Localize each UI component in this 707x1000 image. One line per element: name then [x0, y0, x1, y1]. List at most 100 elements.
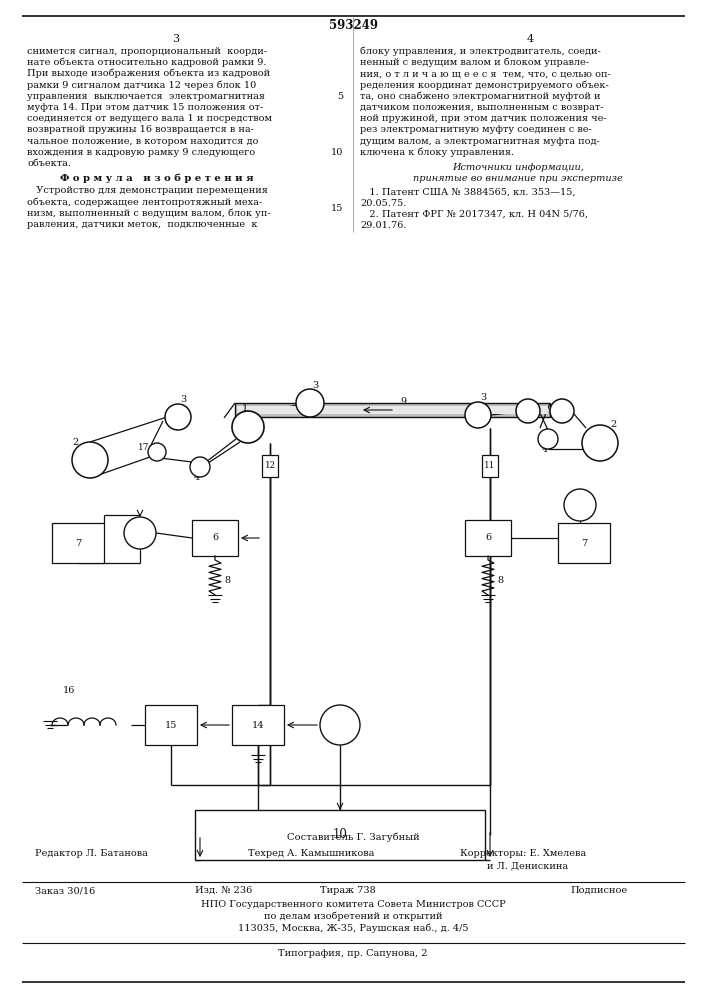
Text: Типография, пр. Сапунова, 2: Типография, пр. Сапунова, 2: [279, 949, 428, 958]
Text: Техред А. Камышникова: Техред А. Камышникова: [248, 849, 375, 858]
Text: 5: 5: [577, 500, 583, 510]
Bar: [52, 523, 104, 563]
Text: 4: 4: [527, 34, 534, 44]
Text: 15: 15: [331, 204, 343, 213]
Text: 593249: 593249: [329, 19, 378, 32]
Text: датчиком положения, выполненным с возврат-: датчиком положения, выполненным с возвра…: [360, 103, 604, 112]
Text: Источники информации,: Источники информации,: [452, 163, 584, 172]
Text: НПО Государственного комитета Совета Министров СССР: НПО Государственного комитета Совета Мин…: [201, 900, 506, 909]
Text: Редактор Л. Батанова: Редактор Л. Батанова: [35, 849, 148, 858]
Text: 2: 2: [610, 420, 617, 429]
Text: дущим валом, а электромагнитная муфта под-: дущим валом, а электромагнитная муфта по…: [360, 137, 600, 146]
Circle shape: [232, 411, 264, 443]
Text: снимется сигнал, пропорциональный  коорди-: снимется сигнал, пропорциональный коорди…: [27, 47, 267, 56]
Text: по делам изобретений и открытий: по делам изобретений и открытий: [264, 912, 443, 921]
Bar: [235, 403, 550, 417]
Text: Составитель Г. Загубный: Составитель Г. Загубный: [286, 832, 419, 842]
Text: 20.05.75.: 20.05.75.: [360, 199, 407, 208]
Text: 7: 7: [75, 538, 81, 548]
Text: низм, выполненный с ведущим валом, блок уп-: низм, выполненный с ведущим валом, блок …: [27, 208, 271, 218]
Text: нате объекта относительно кадровой рамки 9.: нате объекта относительно кадровой рамки…: [27, 58, 267, 67]
Text: 3: 3: [312, 381, 318, 390]
Text: рамки 9 сигналом датчика 12 через блок 10: рамки 9 сигналом датчика 12 через блок 1…: [27, 80, 256, 90]
Text: 7: 7: [581, 538, 587, 548]
Circle shape: [148, 443, 166, 461]
Text: 1. Патент США № 3884565, кл. 353—15,: 1. Патент США № 3884565, кл. 353—15,: [360, 187, 575, 196]
Text: 3: 3: [173, 34, 180, 44]
Text: 11: 11: [484, 462, 496, 471]
Text: 8: 8: [224, 576, 230, 585]
Text: 113035, Москва, Ж-35, Раушская наб., д. 4/5: 113035, Москва, Ж-35, Раушская наб., д. …: [238, 924, 468, 933]
Text: ключена к блоку управления.: ключена к блоку управления.: [360, 147, 514, 157]
Text: 13: 13: [334, 720, 346, 730]
Bar: [237, 406, 548, 414]
Text: 15: 15: [165, 720, 177, 730]
Text: Подписное: Подписное: [570, 886, 627, 895]
Text: 3: 3: [180, 395, 186, 404]
Text: 10: 10: [332, 828, 347, 842]
Circle shape: [582, 425, 618, 461]
Text: 29.01.76.: 29.01.76.: [360, 221, 407, 230]
Text: 2. Патент ФРГ № 2017347, кл. H 04N 5/76,: 2. Патент ФРГ № 2017347, кл. H 04N 5/76,: [360, 210, 588, 219]
Text: равления, датчики меток,  подключенные  к: равления, датчики меток, подключенные к: [27, 220, 257, 229]
Text: возвратной пружины 16 возвращается в на-: возвратной пружины 16 возвращается в на-: [27, 125, 254, 134]
Text: 6: 6: [485, 534, 491, 542]
Text: соединяется от ведущего вала 1 и посредством: соединяется от ведущего вала 1 и посредс…: [27, 114, 272, 123]
Circle shape: [320, 705, 360, 745]
Bar: [558, 523, 610, 563]
Text: 10: 10: [331, 148, 343, 157]
Text: Ф о р м у л а   и з о б р е т е н и я: Ф о р м у л а и з о б р е т е н и я: [60, 174, 254, 183]
Text: ненный с ведущим валом и блоком управле-: ненный с ведущим валом и блоком управле-: [360, 58, 589, 67]
Text: 4: 4: [542, 445, 548, 454]
Text: 2: 2: [72, 438, 78, 447]
Text: и Л. Денискина: и Л. Денискина: [487, 862, 568, 871]
Bar: [192, 520, 238, 556]
Text: Корректоры: Е. Хмелева: Корректоры: Е. Хмелева: [460, 849, 586, 858]
Text: ния, о т л и ч а ю щ е е с я  тем, что, с целью оп-: ния, о т л и ч а ю щ е е с я тем, что, с…: [360, 69, 611, 78]
Text: Изд. № 236: Изд. № 236: [195, 886, 252, 895]
Circle shape: [296, 389, 324, 417]
Text: объекта, содержащее лентопротяжный меха-: объекта, содержащее лентопротяжный меха-: [27, 197, 262, 207]
Text: ной пружиной, при этом датчик положения че-: ной пружиной, при этом датчик положения …: [360, 114, 607, 123]
Bar: [145, 705, 197, 745]
Text: 4: 4: [194, 473, 200, 482]
Bar: [465, 520, 511, 556]
Text: управления  выключается  электромагнитная: управления выключается электромагнитная: [27, 92, 265, 101]
Circle shape: [538, 429, 558, 449]
Text: Тираж 738: Тираж 738: [320, 886, 375, 895]
Text: рез электромагнитную муфту соединен с ве-: рез электромагнитную муфту соединен с ве…: [360, 125, 592, 134]
Text: объекта.: объекта.: [27, 159, 71, 168]
Text: принятые во внимание при экспертизе: принятые во внимание при экспертизе: [413, 174, 623, 183]
Text: 6: 6: [212, 534, 218, 542]
Bar: [232, 705, 284, 745]
Text: 17: 17: [138, 443, 149, 452]
Text: 3: 3: [480, 393, 486, 402]
Circle shape: [124, 517, 156, 549]
Text: блоку управления, и электродвигатель, соеди-: блоку управления, и электродвигатель, со…: [360, 46, 601, 56]
Text: Заказ 30/16: Заказ 30/16: [35, 886, 95, 895]
Text: 5: 5: [137, 528, 143, 538]
Circle shape: [190, 457, 210, 477]
Circle shape: [72, 442, 108, 478]
Text: 16: 16: [63, 686, 76, 695]
Circle shape: [465, 402, 491, 428]
Circle shape: [516, 399, 540, 423]
Text: 5: 5: [337, 92, 343, 101]
Text: 8: 8: [497, 576, 503, 585]
Text: 1: 1: [242, 404, 248, 413]
Bar: [482, 455, 498, 477]
Bar: [195, 810, 485, 860]
Text: 9: 9: [400, 397, 406, 406]
Text: муфта 14. При этом датчик 15 положения от-: муфта 14. При этом датчик 15 положения о…: [27, 103, 263, 112]
Text: вхождения в кадровую рамку 9 следующего: вхождения в кадровую рамку 9 следующего: [27, 148, 255, 157]
Text: При выходе изображения объекта из кадровой: При выходе изображения объекта из кадров…: [27, 69, 270, 78]
Text: чальное положение, в котором находится до: чальное положение, в котором находится д…: [27, 137, 258, 146]
Circle shape: [165, 404, 191, 430]
Bar: [262, 455, 278, 477]
Text: ределения координат демонстрируемого объек-: ределения координат демонстрируемого объ…: [360, 80, 609, 90]
Circle shape: [550, 399, 574, 423]
Text: 14: 14: [252, 720, 264, 730]
Text: та, оно снабжено электромагнитной муфтой и: та, оно снабжено электромагнитной муфтой…: [360, 91, 600, 101]
Circle shape: [564, 489, 596, 521]
Text: 12: 12: [264, 462, 276, 471]
